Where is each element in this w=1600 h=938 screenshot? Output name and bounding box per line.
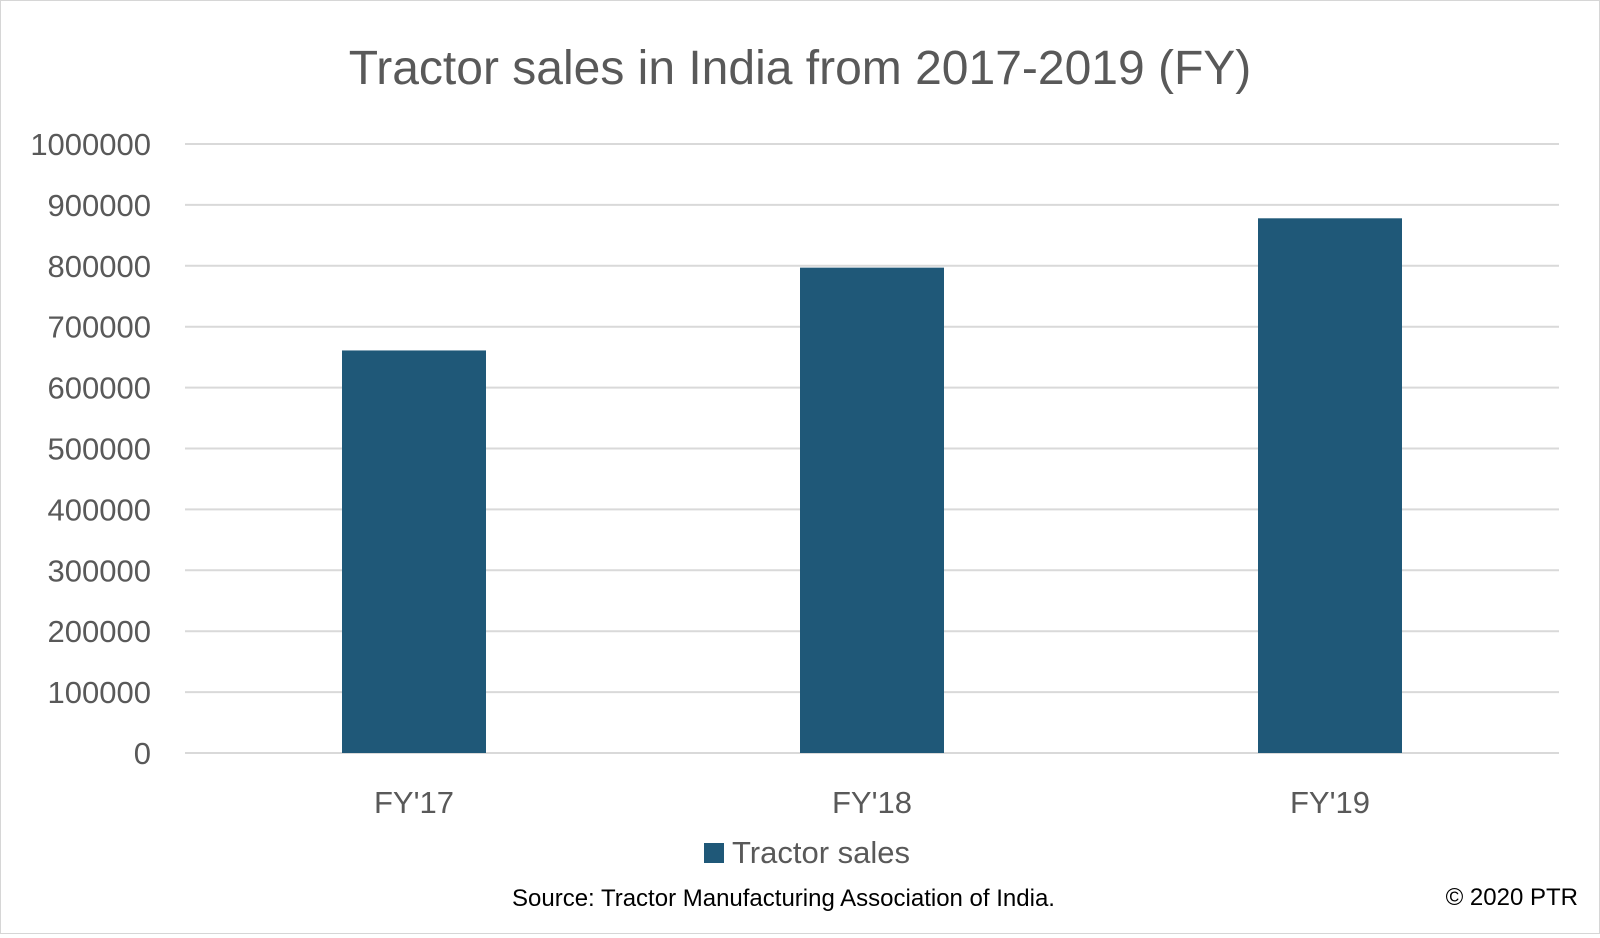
y-axis-tick-labels: 0 100000 200000 300000 400000 500000 600000 700… [30, 127, 151, 771]
y-tick-label: 1000000 [30, 127, 151, 162]
bar [1258, 218, 1402, 754]
bars [342, 218, 1402, 754]
copyright-note: © 2020 PTR [1446, 884, 1578, 911]
y-tick-label: 900000 [48, 188, 151, 223]
y-tick-label: 400000 [48, 492, 151, 527]
y-tick-label: 100000 [48, 675, 151, 710]
y-tick-label: 500000 [48, 432, 151, 467]
y-tick-label: 0 [134, 736, 151, 771]
x-tick-label: FY'17 [374, 785, 454, 820]
legend-label: Tractor sales [732, 835, 910, 870]
legend: Tractor sales [704, 835, 910, 870]
x-tick-label: FY'19 [1290, 785, 1370, 820]
bar [800, 267, 944, 753]
chart-title: Tractor sales in India from 2017-2019 (F… [349, 42, 1252, 95]
legend-swatch [704, 843, 724, 863]
x-axis-tick-labels: FY'17 FY'18 FY'19 [374, 785, 1370, 820]
y-tick-label: 700000 [48, 310, 151, 345]
bar [342, 350, 486, 753]
x-tick-label: FY'18 [832, 785, 912, 820]
source-note: Source: Tractor Manufacturing Associatio… [512, 885, 1055, 912]
y-tick-label: 300000 [48, 553, 151, 588]
y-tick-label: 800000 [48, 249, 151, 284]
y-tick-label: 200000 [48, 614, 151, 649]
y-tick-label: 600000 [48, 371, 151, 406]
